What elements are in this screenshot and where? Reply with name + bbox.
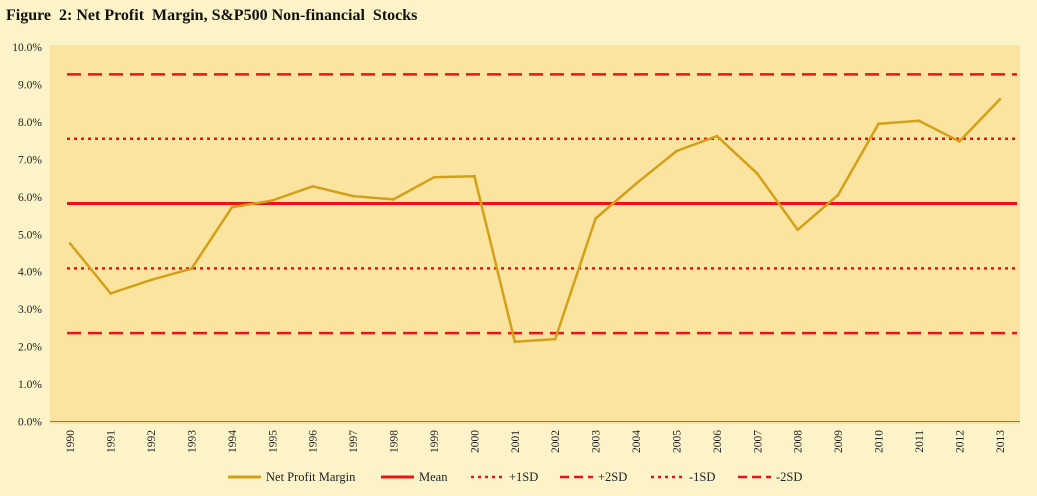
legend-label: -2SD <box>776 470 802 484</box>
data-point <box>877 122 880 126</box>
x-tick-label: 2005 <box>672 430 684 453</box>
data-point <box>190 267 193 271</box>
y-tick-label: 6.0% <box>18 192 42 204</box>
x-tick-label: 1995 <box>267 430 279 453</box>
legend-item-net-profit-margin: Net Profit Margin <box>228 470 356 484</box>
legend-label: +2SD <box>598 470 627 484</box>
legend-label: +1SD <box>509 470 538 484</box>
data-point <box>553 337 557 341</box>
data-point <box>432 175 436 179</box>
y-tick-label: 7.0% <box>18 154 42 166</box>
x-tick-label: 1993 <box>187 430 199 453</box>
x-tick-label: 2008 <box>793 430 805 453</box>
x-tick-label: 1994 <box>227 430 239 453</box>
legend-label: -1SD <box>689 470 715 484</box>
data-point <box>230 205 234 209</box>
legend-item-plusminus-2sd: +2SD <box>560 470 627 484</box>
x-tick-label: 2011 <box>914 430 926 453</box>
x-tick-label: 1999 <box>429 430 441 453</box>
x-tick-label: 2013 <box>995 430 1007 453</box>
data-point <box>998 98 1002 101</box>
x-tick-label: 2003 <box>591 430 603 453</box>
x-tick-label: 1992 <box>146 430 158 453</box>
y-tick-label: 8.0% <box>18 117 42 129</box>
plot-area <box>50 45 1020 424</box>
data-point <box>715 134 719 138</box>
x-tick-label: 2001 <box>510 430 522 453</box>
x-tick-label: 1998 <box>389 430 401 453</box>
data-point <box>836 193 840 197</box>
data-point <box>513 340 517 344</box>
legend-item-mean: Mean <box>381 470 448 484</box>
x-tick-label: 1990 <box>65 430 77 453</box>
data-point <box>917 119 921 123</box>
data-point <box>675 149 678 153</box>
data-point <box>270 199 274 202</box>
x-tick-label: 2012 <box>954 430 966 453</box>
x-tick-label: 2010 <box>874 430 886 453</box>
x-tick-label: 2007 <box>752 430 764 453</box>
x-tick-label: 2006 <box>712 430 724 453</box>
y-tick-label: 1.0% <box>18 379 42 391</box>
chart-title: Figure 2: Net Profit Margin, S&P500 Non-… <box>6 7 418 24</box>
data-point <box>473 174 476 178</box>
y-tick-label: 9.0% <box>18 79 42 91</box>
y-tick-label: 0.0% <box>18 417 42 429</box>
data-point <box>755 172 759 176</box>
x-tick-label: 1996 <box>308 430 320 453</box>
data-point <box>634 182 638 186</box>
data-point <box>68 242 72 246</box>
data-point <box>392 198 395 201</box>
data-point <box>149 278 153 282</box>
x-tick-label: 2004 <box>631 430 643 453</box>
y-tick-label: 2.0% <box>18 342 42 354</box>
x-tick-label: 2002 <box>550 430 562 453</box>
legend-label: Net Profit Margin <box>266 470 356 484</box>
data-point <box>958 140 961 143</box>
data-point <box>351 194 355 198</box>
legend-label: Mean <box>419 470 448 484</box>
series-line-net-profit-margin <box>69 98 1001 343</box>
data-point <box>594 217 597 220</box>
y-tick-label: 10.0% <box>12 42 42 54</box>
x-tick-label: 2009 <box>833 430 845 453</box>
y-tick-label: 3.0% <box>18 304 42 316</box>
legend-item-minus-2sd: -2SD <box>738 470 802 484</box>
data-point <box>311 184 315 188</box>
legend-item-minus-1sd: -1SD <box>651 470 715 484</box>
y-tick-label: 4.0% <box>18 267 42 279</box>
legend-item-plusminus-1sd: +1SD <box>471 470 538 484</box>
data-point <box>109 292 112 295</box>
y-tick-label: 5.0% <box>18 229 42 241</box>
x-tick-label: 2000 <box>469 430 481 453</box>
x-tick-label: 1997 <box>348 430 360 453</box>
data-point <box>796 228 800 232</box>
x-tick-label: 1991 <box>106 430 118 453</box>
